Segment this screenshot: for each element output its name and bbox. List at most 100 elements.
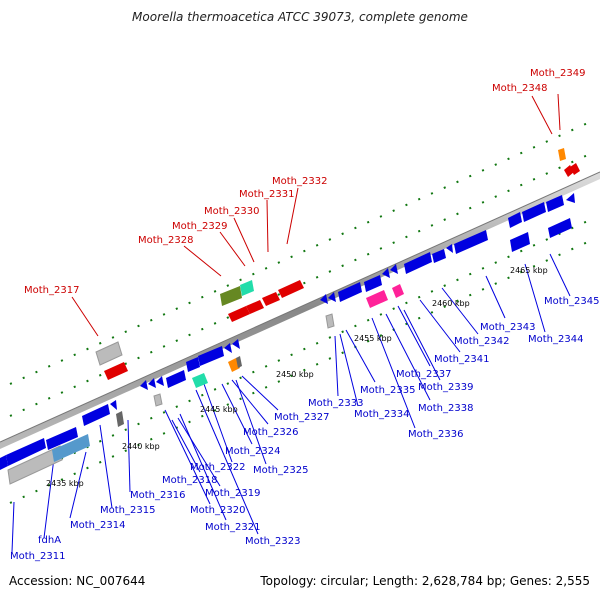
gene-label: Moth_2321 [205, 522, 260, 533]
blue-gene-labels: Moth_2345 Moth_2344 Moth_2343 Moth_2342 … [10, 296, 599, 562]
gene-moth-2332 [278, 280, 304, 298]
ruler-label: 2435 kbp [46, 479, 84, 488]
gene-upper-right-4 [566, 193, 575, 203]
gene-moth-2349 [558, 148, 566, 161]
ruler-label: 2450 kbp [276, 370, 314, 379]
gene-moth-2338 [432, 249, 446, 263]
gene-moth-2328 [220, 286, 242, 306]
gene-label: Moth_2345 [544, 296, 599, 307]
gene-fdha [52, 434, 90, 462]
gene-moth-2336-magenta [366, 290, 388, 308]
ruler-labels: 2435 kbp 2440 kbp 2445 kbp 2450 kbp 2455… [46, 266, 548, 488]
gene-moth-2336b [390, 264, 398, 274]
backbone [0, 171, 600, 449]
accession-text: Accession: NC_007644 [9, 574, 146, 588]
gene-moth-2339 [446, 244, 453, 253]
gene-upper-right-1 [508, 212, 522, 228]
gene-label: Moth_2330 [204, 206, 259, 217]
gene-moth-2333b [328, 292, 336, 302]
gene-label: Moth_2344 [528, 334, 583, 345]
gene-label: Moth_2335 [360, 385, 415, 396]
gene-label: Moth_2315 [100, 505, 155, 516]
gene-label: Moth_2336 [408, 429, 463, 440]
gene-moth-2321 [198, 346, 224, 366]
gene-moth-2330 [228, 306, 250, 322]
gene-label: Moth_2334 [354, 409, 409, 420]
gene-label: Moth_2338 [418, 403, 473, 414]
gene-moth-2324 [192, 373, 208, 388]
gene-label: Moth_2339 [418, 382, 473, 393]
red-gene-labels: Moth_2349 Moth_2348 Moth_2332 Moth_2331 … [24, 68, 585, 296]
gene-moth-2331b [262, 292, 280, 306]
gene-left-1 [0, 455, 8, 470]
ruler-label: 2445 kbp [200, 405, 238, 414]
gene-moth-2336a [382, 268, 390, 278]
ruler-label: 2455 kbp [354, 334, 392, 343]
gene-label: Moth_2322 [190, 462, 245, 473]
gene-label: Moth_2337 [396, 369, 451, 380]
gene-label: Moth_2326 [243, 427, 298, 438]
gene-label: Moth_2314 [70, 520, 125, 531]
gene-label: Moth_2329 [172, 221, 227, 232]
gene-label: Moth_2320 [190, 505, 245, 516]
gene-label: Moth_2316 [130, 490, 185, 501]
gene-moth-2331a [246, 300, 264, 314]
gene-moth-2348b [570, 163, 580, 175]
gene-label: Moth_2318 [162, 475, 217, 486]
gene-left-5 [110, 400, 117, 410]
gene-moth-2316a [140, 380, 148, 390]
gene-moth-2333a [320, 294, 328, 304]
lower-strand-genes [0, 230, 488, 485]
blue-connectors [11, 253, 571, 553]
ruler-label: 2440 kbp [122, 442, 160, 451]
ruler-label: 2460 kbp [432, 299, 470, 308]
gene-label: fdhA [38, 535, 61, 546]
gene-label: Moth_2332 [272, 176, 327, 187]
gene-left-4 [82, 404, 110, 426]
gene-label: Moth_2323 [245, 536, 300, 547]
gene-moth-2329 [240, 280, 254, 296]
gene-moth-2333-gray [325, 313, 335, 329]
gene-moth-2327 [236, 356, 242, 368]
gene-moth-2320 [186, 357, 200, 372]
gene-moth-2323 [232, 339, 240, 349]
gene-label: Moth_2342 [454, 336, 509, 347]
gene-upper-right-3 [546, 195, 564, 212]
gene-label: Moth_2324 [225, 446, 280, 457]
gene-upper-right-5 [510, 232, 530, 252]
gene-label: Moth_2341 [434, 354, 489, 365]
gene-moth-2317 [104, 362, 128, 380]
upper-strand-genes [95, 148, 580, 380]
gene-label: Moth_2319 [205, 488, 260, 499]
gene-left-2 [6, 438, 46, 466]
gene-label: Moth_2311 [10, 551, 65, 562]
gene-moth-2319 [166, 370, 186, 388]
ruler-label: 2465 kbp [510, 266, 548, 275]
gene-upper-right-6 [548, 218, 572, 238]
gene-moth-2316b [148, 378, 156, 388]
topology-text: Topology: circular; Length: 2,628,784 bp… [260, 574, 590, 588]
gene-label: Moth_2333 [308, 398, 363, 409]
gene-label: Moth_2327 [274, 412, 329, 423]
gene-moth-2334 [338, 282, 362, 302]
gene-label: Moth_2348 [492, 83, 547, 94]
gene-moth-2337 [404, 252, 432, 274]
gene-moth-2315 [116, 411, 124, 427]
gene-moth-2338-magenta [392, 284, 404, 298]
gene-label: Moth_2343 [480, 322, 535, 333]
gene-moth-2325 [153, 393, 163, 407]
gene-label: Moth_2349 [530, 68, 585, 79]
gene-label: Moth_2331 [239, 189, 294, 200]
gene-moth-2318 [156, 376, 164, 386]
gene-left-3 [46, 427, 78, 450]
gene-moth-2341 [454, 230, 488, 254]
gene-label: Moth_2328 [138, 235, 193, 246]
gene-label: Moth_2325 [253, 465, 308, 476]
gene-moth-2311 [7, 445, 63, 485]
red-connectors [71, 93, 561, 337]
figure-title: Moorella thermoacetica ATCC 39073, compl… [132, 10, 468, 24]
gene-moth-2322 [224, 343, 232, 353]
gene-label: Moth_2317 [24, 285, 79, 296]
gene-upper-right-2 [522, 202, 546, 222]
